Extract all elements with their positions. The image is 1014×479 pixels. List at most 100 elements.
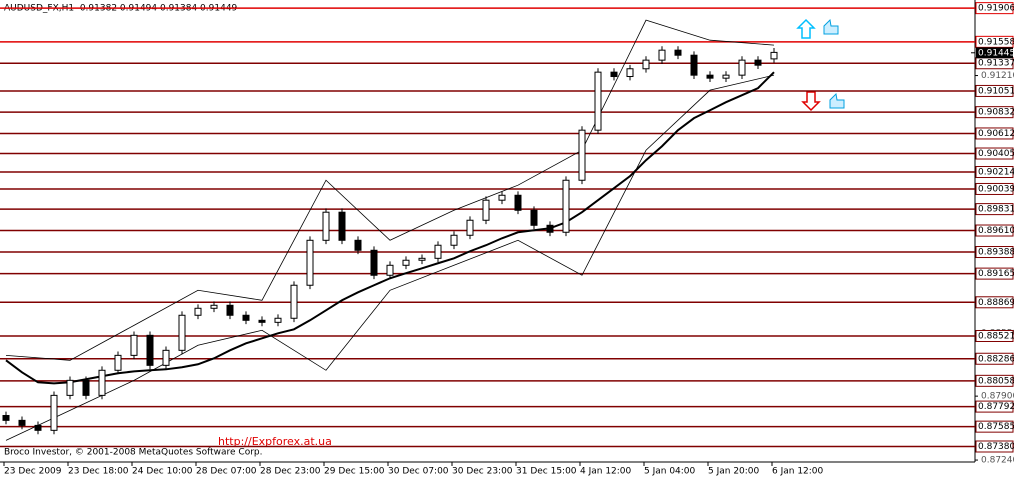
candle bbox=[146, 331, 154, 370]
candle-body bbox=[450, 234, 458, 246]
candle-body bbox=[530, 209, 538, 226]
level-label-box bbox=[975, 2, 1014, 15]
candle-body bbox=[466, 219, 474, 236]
candle-body bbox=[642, 59, 650, 70]
candle bbox=[674, 46, 682, 60]
candle bbox=[754, 56, 762, 70]
level-label: 0.91337 bbox=[978, 59, 1014, 69]
candle-body bbox=[82, 379, 90, 396]
level-label: 0.88869 bbox=[978, 298, 1014, 308]
level-label: 0.87792 bbox=[978, 402, 1014, 412]
candle-body bbox=[242, 314, 250, 321]
candle-body bbox=[706, 74, 714, 79]
level-label: 0.91558 bbox=[978, 37, 1014, 47]
candle-body bbox=[386, 264, 394, 276]
candle bbox=[2, 411, 10, 425]
candle bbox=[514, 191, 522, 215]
candle bbox=[226, 301, 234, 320]
level-label: 0.87585 bbox=[978, 422, 1014, 432]
candle bbox=[370, 246, 378, 280]
down-arrow bbox=[801, 91, 821, 112]
candle-body bbox=[2, 415, 10, 421]
candle-body bbox=[754, 59, 762, 66]
level-label: 0.88286 bbox=[978, 354, 1014, 364]
candle-body bbox=[722, 74, 730, 79]
url-annotation: http://Expforex.at.ua bbox=[218, 435, 332, 448]
buy-signal bbox=[796, 18, 839, 39]
level-label: 0.90039 bbox=[978, 184, 1014, 194]
level-label-box bbox=[975, 420, 1014, 433]
candle-body bbox=[146, 334, 154, 366]
x-tick-label: 23 Dec 2009 bbox=[4, 467, 62, 477]
candle bbox=[738, 56, 746, 80]
level-label-box bbox=[975, 440, 1014, 453]
candle bbox=[210, 301, 218, 313]
candle-body bbox=[674, 49, 682, 56]
candle bbox=[578, 126, 586, 185]
candle-body bbox=[402, 259, 410, 266]
candle-body bbox=[274, 317, 282, 323]
bollinger-band bbox=[5, 74, 775, 441]
candle-body bbox=[34, 424, 42, 431]
candle-body bbox=[18, 419, 26, 426]
level-label-box bbox=[975, 147, 1014, 160]
level-label-box bbox=[975, 352, 1014, 365]
candle-body bbox=[210, 304, 218, 309]
candle bbox=[546, 221, 554, 237]
candle bbox=[722, 71, 730, 83]
candle-body bbox=[546, 224, 554, 233]
x-tick-label: 28 Dec 23:00 bbox=[260, 467, 321, 477]
level-label-box bbox=[975, 182, 1014, 195]
candle bbox=[418, 254, 426, 265]
candle bbox=[34, 421, 42, 435]
candle bbox=[130, 331, 138, 360]
candle-body bbox=[226, 304, 234, 316]
x-tick-label: 6 Jan 12:00 bbox=[772, 467, 824, 477]
level-label-box bbox=[975, 329, 1014, 342]
level-label: 0.88521 bbox=[978, 331, 1014, 341]
candle-body bbox=[690, 54, 698, 76]
candle bbox=[482, 196, 490, 225]
candle bbox=[770, 48, 778, 63]
x-tick-label: 28 Dec 07:00 bbox=[196, 467, 257, 477]
x-tick-label: 23 Dec 18:00 bbox=[68, 467, 129, 477]
candle bbox=[50, 391, 58, 435]
candle bbox=[498, 191, 506, 205]
x-tick-label: 5 Jan 04:00 bbox=[644, 467, 696, 477]
candle-body bbox=[738, 59, 746, 76]
level-label: 0.90612 bbox=[978, 129, 1014, 139]
candle-body bbox=[130, 334, 138, 356]
candle-body bbox=[770, 51, 778, 60]
candle-body bbox=[434, 244, 442, 259]
current-price-label: 0.91445 bbox=[978, 48, 1014, 58]
candle bbox=[626, 64, 634, 81]
candle bbox=[194, 304, 202, 320]
candle-body bbox=[562, 179, 570, 233]
level-label-box bbox=[975, 267, 1014, 280]
candle bbox=[434, 241, 442, 263]
candle bbox=[706, 71, 714, 83]
x-tick-label: 4 Jan 12:00 bbox=[580, 467, 632, 477]
candle bbox=[274, 314, 282, 327]
level-label: 0.89388 bbox=[978, 248, 1014, 258]
x-tick-label: 29 Dec 15:00 bbox=[324, 467, 385, 477]
candle bbox=[82, 376, 90, 400]
candle bbox=[450, 231, 458, 250]
level-label-box bbox=[975, 246, 1014, 259]
level-label: 0.87380 bbox=[978, 442, 1014, 452]
candle-body bbox=[98, 369, 106, 396]
level-label-box bbox=[975, 203, 1014, 216]
level-label: 0.90832 bbox=[978, 108, 1014, 118]
up-arrow bbox=[796, 18, 816, 39]
level-label-box bbox=[975, 84, 1014, 97]
candle-body bbox=[258, 319, 266, 323]
candle-body bbox=[114, 354, 122, 371]
level-label: 0.90214 bbox=[978, 168, 1014, 178]
candle-body bbox=[50, 394, 58, 431]
bollinger-band bbox=[5, 19, 775, 361]
candle bbox=[178, 311, 186, 355]
